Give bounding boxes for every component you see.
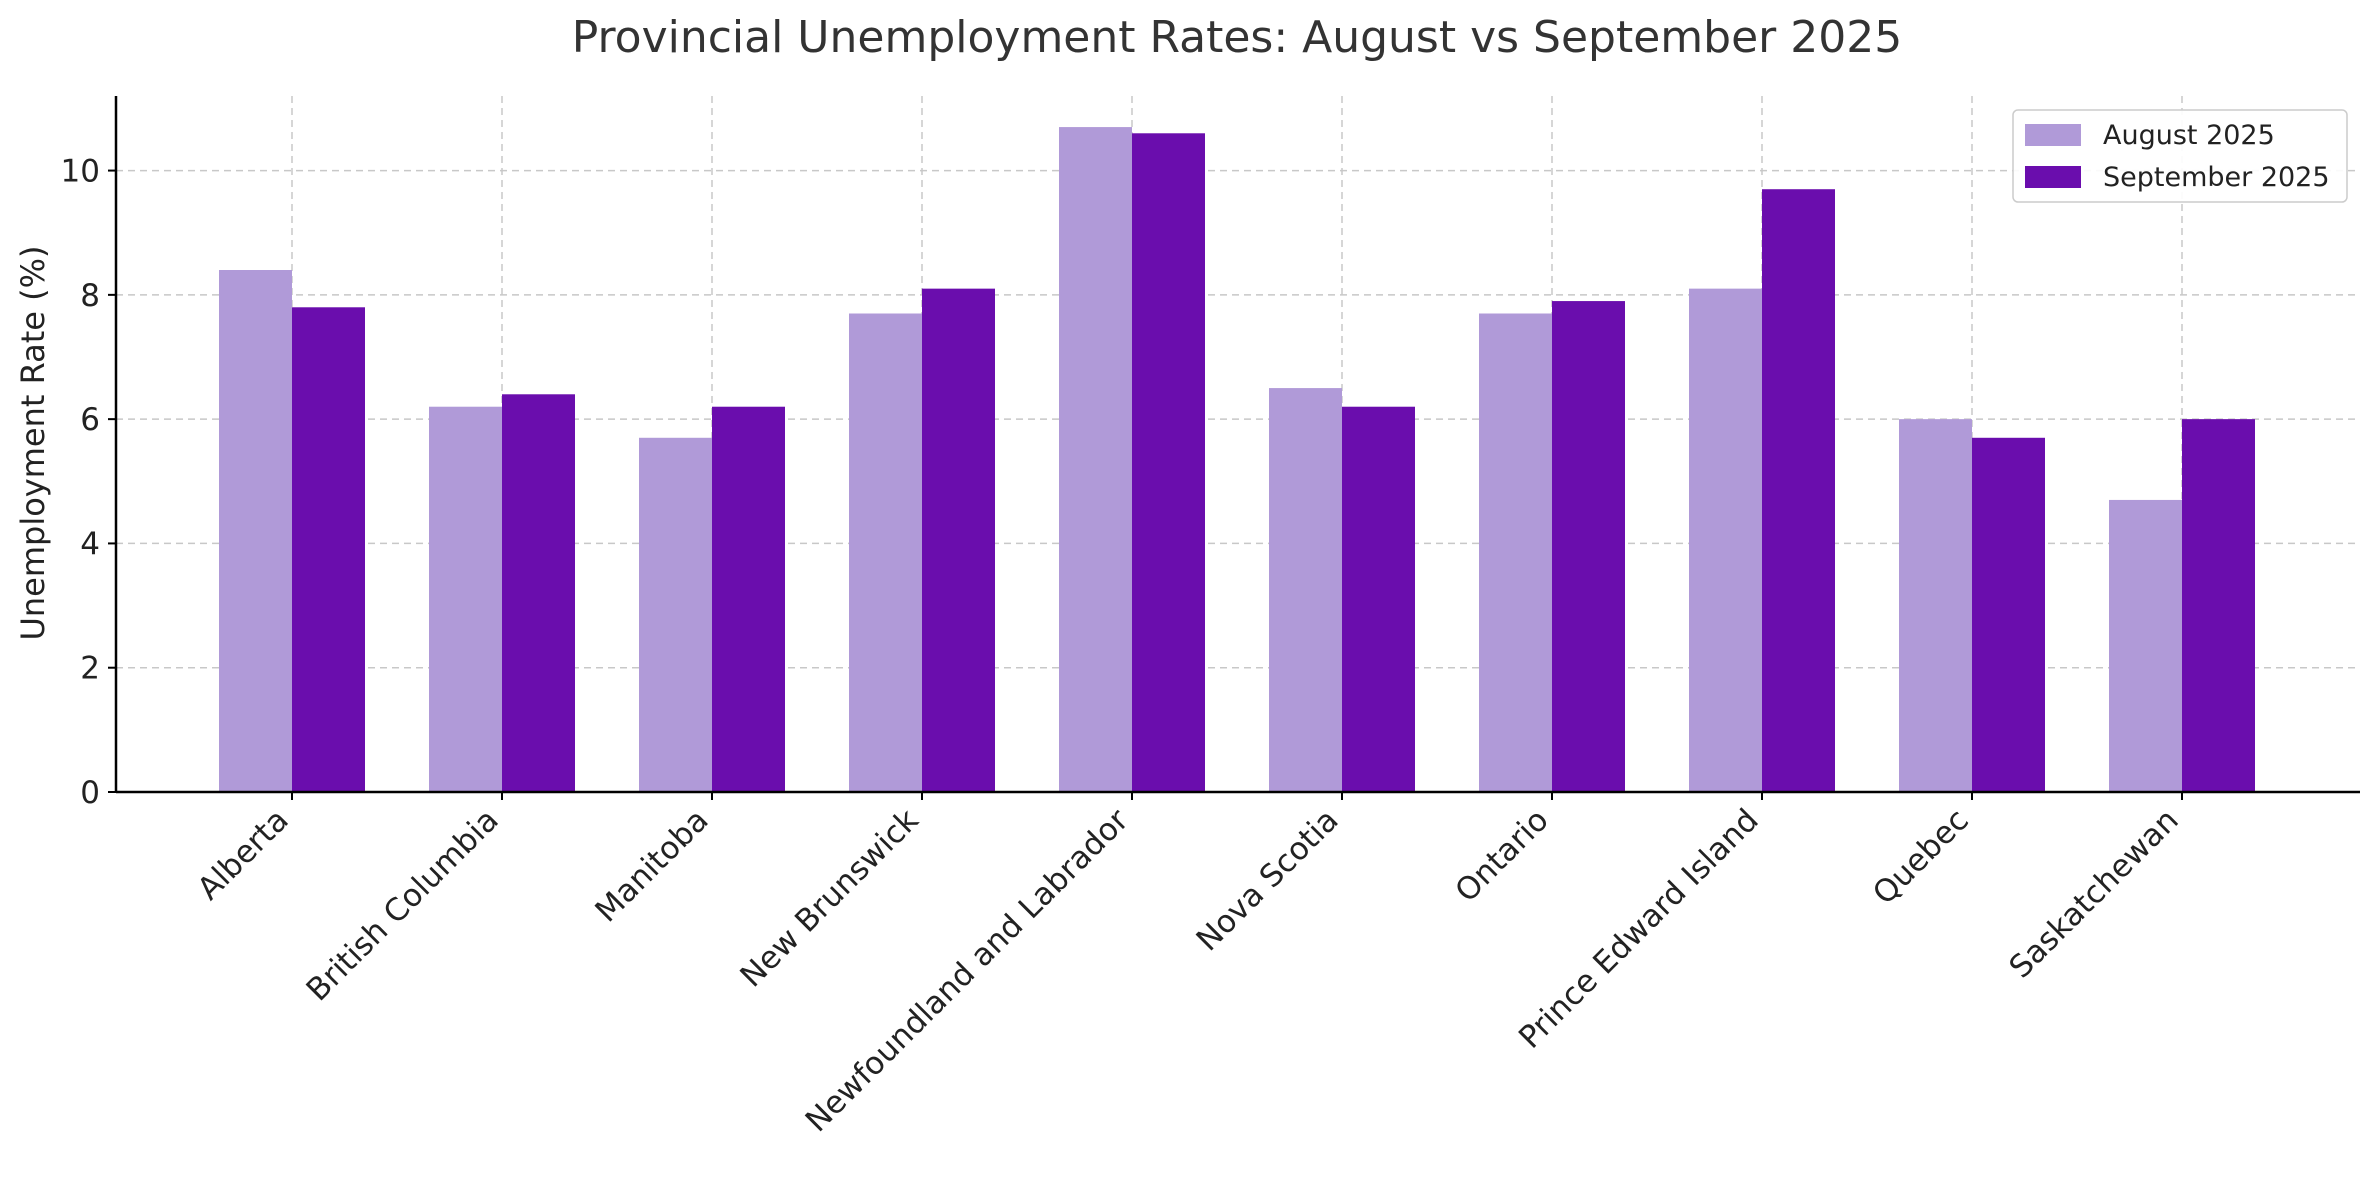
y-tick-label: 4 — [80, 526, 100, 562]
legend: August 2025 September 2025 — [2012, 109, 2348, 203]
bar-august-nova-scotia — [1269, 388, 1342, 792]
bar-august-manitoba — [639, 437, 712, 792]
y-tick-label: 2 — [80, 651, 100, 687]
chart-title: Provincial Unemployment Rates: August vs… — [572, 12, 1902, 63]
x-tick-label: Alberta — [191, 802, 296, 907]
legend-swatch — [2025, 166, 2081, 188]
bar-september-quebec — [1972, 437, 2045, 792]
bar-september-nova-scotia — [1342, 406, 1415, 792]
legend-label: August 2025 — [2103, 120, 2275, 151]
bar-august-alberta — [219, 270, 292, 792]
bar-september-ontario — [1552, 301, 1625, 792]
y-tick-label: 6 — [80, 402, 100, 438]
y-tick-label: 0 — [80, 775, 100, 811]
x-tick-label: Manitoba — [589, 802, 716, 929]
bar-august-prince-edward-island — [1689, 288, 1762, 792]
y-axis-label: Unemployment Rate (%) — [14, 245, 52, 640]
x-tick-label: British Columbia — [300, 802, 506, 1008]
bar-september-alberta — [292, 307, 365, 792]
bars-layer — [219, 127, 2255, 793]
y-tick-label: 10 — [61, 154, 100, 190]
legend-box — [2012, 109, 2348, 203]
legend-label: September 2025 — [2103, 162, 2330, 193]
bar-august-ontario — [1479, 313, 1552, 792]
bar-august-quebec — [1899, 419, 1972, 792]
bar-august-new-brunswick — [849, 313, 922, 792]
bar-september-british-columbia — [502, 394, 575, 792]
bar-august-british-columbia — [429, 406, 502, 792]
y-tick-label: 8 — [80, 278, 100, 314]
bar-september-manitoba — [712, 406, 785, 792]
x-tick-label: Nova Scotia — [1190, 802, 1346, 958]
bar-september-prince-edward-island — [1762, 189, 1835, 792]
x-tick-label: Saskatchewan — [2002, 802, 2185, 985]
axes-layer — [114, 96, 2360, 794]
bar-august-newfoundland-and-labrador — [1059, 127, 1132, 793]
legend-swatch — [2025, 124, 2081, 146]
bar-september-saskatchewan — [2182, 419, 2255, 792]
bar-september-newfoundland-and-labrador — [1132, 133, 1205, 793]
x-tick-label: Ontario — [1449, 802, 1556, 909]
bar-august-saskatchewan — [2109, 499, 2182, 792]
x-tick-label: New Brunswick — [733, 802, 925, 994]
x-tick-label: Quebec — [1866, 802, 1976, 912]
x-tick-label: Prince Edward Island — [1512, 802, 1766, 1056]
bar-september-new-brunswick — [922, 288, 995, 792]
